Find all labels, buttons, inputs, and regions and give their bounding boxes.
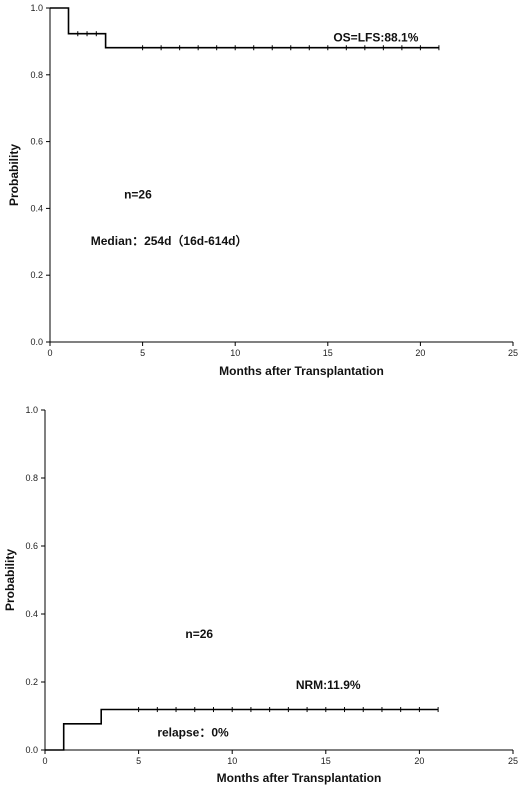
x-axis-title: Months after Transplantation [219,364,384,378]
chart-annotation: n=26 [185,627,213,641]
y-tick-label: 0.4 [30,203,43,213]
chart-panel-2: 0 5 10 15 20 25 0.0 0.2 0.4 0.6 0.8 1.0 Months after… [3,405,518,785]
x-tick-label: 25 [508,348,518,358]
x-tick-label: 20 [414,756,424,766]
x-tick-label: 5 [136,756,141,766]
x-tick-label: 10 [230,348,240,358]
y-tick-label: 0.2 [30,270,43,280]
survival-curve [45,708,439,751]
y-tick-label: 1.0 [30,3,43,13]
chart-panel-1: 0 5 10 15 20 25 0.0 0.2 0.4 0.6 0.8 1.0 Months after… [7,3,518,378]
chart-annotation: n=26 [124,187,152,201]
x-tick-label: 15 [323,348,333,358]
x-tick-label: 0 [42,756,47,766]
y-tick-label: 0.0 [30,337,43,347]
y-axis-title: Probability [7,144,21,206]
x-tick-label: 20 [415,348,425,358]
x-tick-label: 0 [47,348,52,358]
y-tick-label: 0.8 [30,70,43,80]
y-tick-label: 0.6 [30,137,43,147]
chart-annotation: relapse：0% [157,725,229,739]
y-tick-label: 0.0 [25,745,38,755]
x-tick-label: 15 [321,756,331,766]
y-axis-title: Probability [3,549,17,611]
y-tick-label: 1.0 [25,405,38,415]
y-tick-label: 0.2 [25,677,38,687]
x-tick-label: 5 [140,348,145,358]
chart-annotation: NRM:11.9% [296,678,361,692]
y-tick-label: 0.6 [25,541,38,551]
x-tick-label: 25 [508,756,518,766]
chart-annotation: OS=LFS:88.1% [333,30,418,44]
y-tick-label: 0.8 [25,473,38,483]
y-tick-label: 0.4 [25,609,38,619]
x-axis-title: Months after Transplantation [217,771,382,785]
x-tick-label: 10 [227,756,237,766]
chart-annotation: Median：254d（16d-614d） [91,233,248,248]
